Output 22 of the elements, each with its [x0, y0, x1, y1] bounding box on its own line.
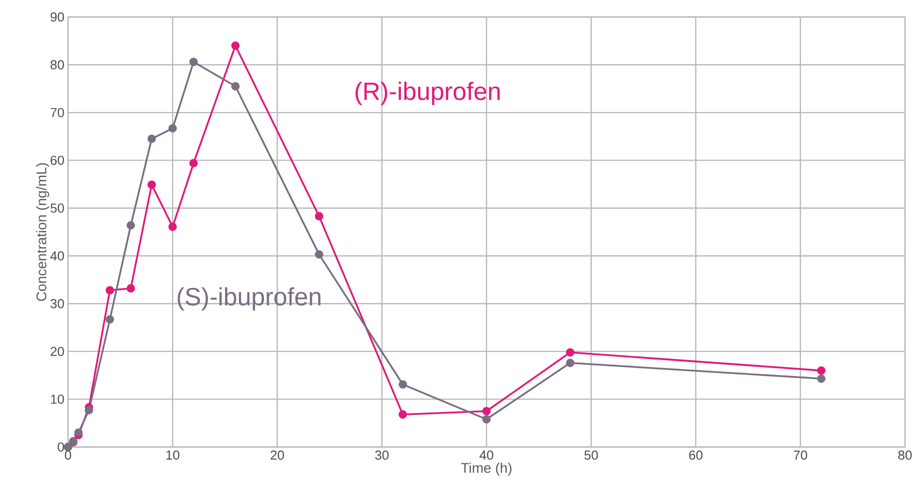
y-tick-label: 90: [50, 12, 64, 22]
y-tick-label: 80: [50, 60, 64, 70]
x-tick-label: 20: [270, 450, 284, 460]
y-tick-label: 0: [58, 442, 64, 452]
x-tick-label: 80: [898, 450, 912, 460]
x-tick-label: 40: [480, 450, 494, 460]
text: (R)-ibuprofen: [356, 82, 500, 106]
y-axis-title: Concentration (ng/mL): [36, 163, 50, 301]
x-tick-label: 50: [584, 450, 598, 460]
y-tick-label: 60: [50, 156, 64, 165]
x-tick-label: 10: [166, 450, 180, 460]
x-axis-title: Time (h): [461, 462, 512, 476]
series-label: (S)-ibuprofen: [178, 287, 320, 311]
y-tick-label: 50: [50, 204, 64, 213]
x-tick-label: 60: [689, 450, 702, 460]
x-tick-label: 30: [375, 450, 389, 460]
y-tick-label: 30: [50, 299, 64, 308]
y-tick-label: 70: [50, 108, 64, 118]
x-tick-label: 70: [794, 450, 808, 460]
y-tick-label: 40: [50, 251, 64, 260]
y-tick-label: 10: [51, 394, 64, 404]
y-tick-label: 20: [50, 346, 64, 356]
